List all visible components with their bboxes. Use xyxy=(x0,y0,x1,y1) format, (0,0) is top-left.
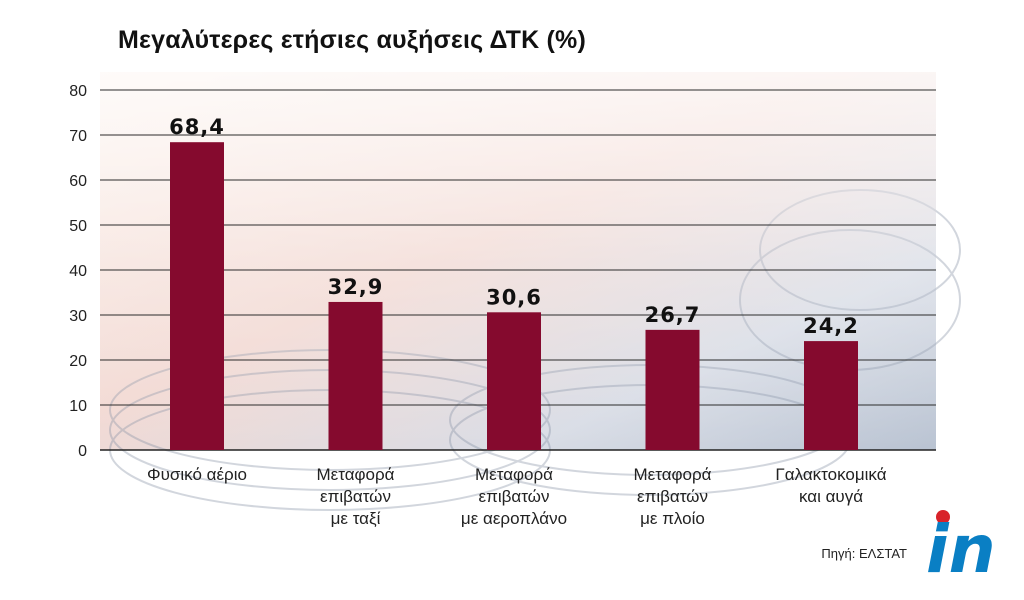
data-label: 32,9 xyxy=(328,275,384,299)
bar xyxy=(170,142,224,450)
data-label: 68,4 xyxy=(169,115,225,139)
bar xyxy=(328,301,383,450)
chart-title: Μεγαλύτερες ετήσιες αυξήσεις ΔΤΚ (%) xyxy=(118,26,586,54)
logo-dot xyxy=(936,510,950,524)
data-label: 26,7 xyxy=(645,303,701,327)
y-tick-label: 10 xyxy=(69,398,87,415)
bar xyxy=(487,312,541,450)
x-category-label: Μεταφορά επιβατών με πλοίο xyxy=(633,465,711,528)
data-label: 30,6 xyxy=(486,285,542,309)
data-label: 24,2 xyxy=(803,314,859,338)
y-tick-label: 50 xyxy=(69,218,87,235)
x-category-label: Μεταφορά επιβατών με αεροπλάνο xyxy=(461,465,567,528)
bar xyxy=(804,341,858,450)
y-tick-label: 30 xyxy=(69,308,87,325)
x-category-label: Μεταφορά επιβατών με ταξί xyxy=(316,465,394,528)
y-tick-label: 80 xyxy=(69,83,87,100)
y-tick-label: 20 xyxy=(69,353,87,370)
x-category-label: Γαλακτοκομικά και αυγά xyxy=(775,465,886,506)
y-tick-label: 0 xyxy=(78,443,87,460)
y-tick-label: 60 xyxy=(69,173,87,190)
source-note: Πηγή: ΕΛΣΤΑΤ xyxy=(821,546,907,561)
y-tick-label: 70 xyxy=(69,128,87,145)
in-logo: in xyxy=(926,510,996,578)
bar xyxy=(645,329,700,450)
y-tick-label: 40 xyxy=(69,263,87,280)
x-category-label: Φυσικό αέριο xyxy=(147,465,247,484)
logo-text: in xyxy=(926,511,996,578)
